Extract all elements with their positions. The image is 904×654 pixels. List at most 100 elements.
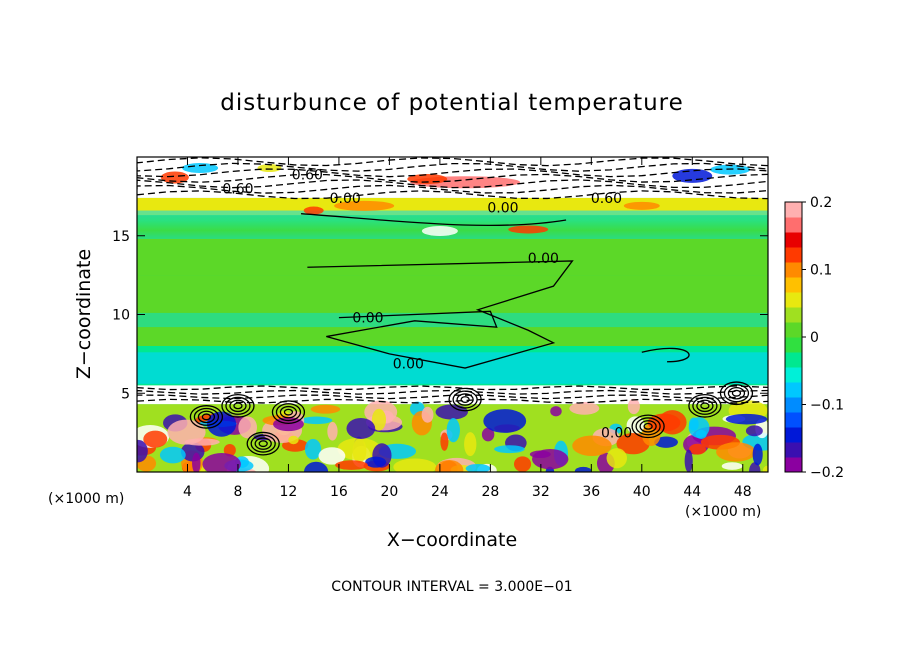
colorbar-swatch — [785, 367, 802, 383]
eddy-patch — [159, 446, 186, 464]
colorbar-swatch — [785, 262, 802, 278]
upper-dashed-contour — [137, 168, 768, 178]
upper-dashed-contour — [137, 179, 768, 189]
eddy-patch — [574, 466, 592, 472]
x-tick-label: 16 — [330, 484, 348, 500]
zero-contour-right — [641, 347, 690, 363]
zero-contour-mid — [307, 260, 574, 369]
eddy-patch — [202, 453, 241, 472]
eddy-contour — [254, 437, 272, 450]
heatmap-field — [137, 157, 768, 472]
contour-label: 0.60 — [591, 191, 622, 207]
upper-patch — [182, 163, 219, 174]
eddy-contour — [201, 413, 212, 421]
eddy-contour — [197, 410, 216, 424]
contour-label: 0.00 — [330, 191, 361, 207]
eddy-patch — [303, 461, 329, 472]
lower-dashed-contour — [137, 394, 768, 400]
eddy-contour — [688, 393, 722, 418]
eddy-contour — [719, 381, 754, 406]
eddy-patch — [318, 447, 346, 465]
x-tick-label: 8 — [233, 484, 242, 500]
eddy-patch — [300, 416, 333, 425]
eddy-patch — [569, 402, 600, 415]
upper-patch — [257, 164, 282, 173]
eddy-patch — [689, 443, 706, 455]
colorbar-tick-label: 0 — [810, 330, 819, 346]
contour-label: 0.00 — [393, 356, 424, 372]
eddy-contour — [221, 393, 255, 418]
eddy-patch — [446, 418, 460, 443]
upper-dashed-contour — [137, 157, 768, 167]
colorbar-swatch — [785, 247, 802, 263]
x-tick-label: 12 — [280, 484, 298, 500]
eddy-patch — [365, 456, 387, 468]
eddy-patch — [238, 416, 258, 439]
eddy-contour — [631, 414, 665, 439]
x-unit-label: (×1000 m) — [685, 504, 761, 520]
eddy-patch — [716, 442, 756, 462]
x-tick-label: 40 — [633, 484, 651, 500]
colorbar-swatch — [785, 412, 802, 428]
eddy-patch — [550, 406, 562, 417]
eddy-patch — [688, 417, 710, 438]
lower-dashed-contour — [137, 398, 768, 404]
y-tick-label: 5 — [121, 386, 130, 402]
eddy-patch — [304, 438, 322, 460]
eddy-patch — [465, 463, 491, 472]
contour-interval-note: CONTOUR INTERVAL = 3.000E−01 — [331, 579, 572, 595]
eddy-contour — [193, 407, 220, 426]
eddy-contour — [731, 389, 742, 397]
eddy-patch — [435, 460, 464, 472]
contour-label: 0.60 — [292, 167, 323, 183]
upper-dashed-contour — [137, 190, 768, 200]
band-3 — [137, 275, 768, 346]
eddy-contour — [275, 403, 302, 422]
eddy-patch — [337, 437, 381, 461]
upper-patch — [334, 200, 395, 211]
eddy-patch — [435, 404, 468, 420]
eddy-patch — [725, 413, 768, 425]
eddy-contour — [727, 386, 746, 400]
colorbar-swatch — [785, 202, 802, 218]
upper-patch — [303, 206, 324, 215]
eddy-contour — [448, 387, 482, 412]
y-tick-label: 10 — [112, 308, 130, 324]
eddy-patch — [654, 436, 678, 448]
colorbar-tick-label: −0.2 — [810, 465, 844, 481]
eddy-patch — [327, 421, 338, 441]
eddy-patch — [440, 432, 449, 451]
colorbar-swatch — [785, 292, 802, 308]
eddy-patch — [684, 449, 693, 472]
eddy-patch — [483, 409, 527, 433]
y-tick-label: 15 — [112, 229, 130, 245]
eddy-contour — [189, 405, 224, 429]
eddy-patch — [752, 443, 763, 466]
eddy-patch — [137, 439, 148, 463]
mid-cyan-band — [137, 312, 768, 328]
x-axis-label: X−coordinate — [387, 529, 517, 551]
colorbar-swatch — [785, 322, 802, 338]
colorbar-swatch — [785, 217, 802, 233]
x-tick-label: 32 — [532, 484, 550, 500]
colorbar-swatch — [785, 427, 802, 443]
colorbar-swatch — [785, 232, 802, 248]
eddy-patch — [143, 430, 168, 448]
upper-patch — [623, 201, 660, 210]
eddy-contour — [452, 390, 478, 409]
zero-contour-upper — [301, 213, 567, 227]
eddy-patch — [606, 448, 627, 469]
eddy-contour — [692, 396, 718, 415]
upper-patch — [160, 171, 189, 184]
colorbar-tick-label: 0.1 — [810, 263, 832, 279]
x-tick-label: 28 — [481, 484, 499, 500]
eddy-contour — [639, 420, 657, 433]
eddy-contour — [700, 402, 710, 410]
lower-dashed-contour — [137, 389, 768, 395]
x-tick-label: 20 — [380, 484, 398, 500]
upper-dashed-contour — [137, 184, 768, 194]
eddy-contour — [233, 402, 243, 410]
upper-dashed-contour — [137, 173, 768, 183]
